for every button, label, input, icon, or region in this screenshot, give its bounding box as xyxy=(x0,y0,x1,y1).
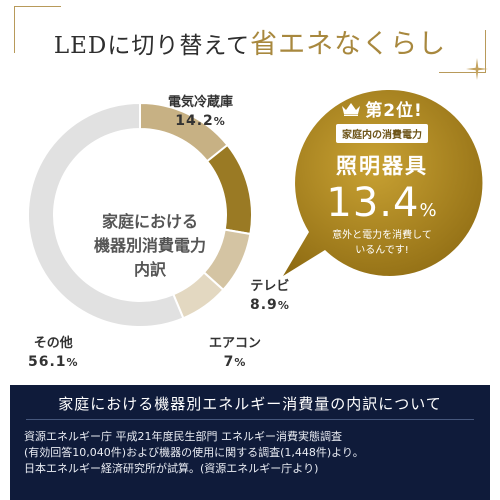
callout-note-line: 意外と電力を消費して xyxy=(332,230,432,241)
callout-value: 13.4% xyxy=(326,180,438,226)
slice-label-value: 56.1% xyxy=(28,354,79,370)
callout-note: 意外と電力を消費して いるんです! xyxy=(302,228,462,258)
frame-corner-top-left xyxy=(14,6,61,53)
center-label-line: 家庭における xyxy=(101,212,198,231)
callout-bubble xyxy=(283,89,483,276)
title-emphasis: 省エネなくらし xyxy=(250,29,447,60)
donut-slice-4 xyxy=(27,101,185,328)
slice-label-refrigerator: 電気冷蔵庫 14.2% xyxy=(168,94,233,131)
donut-chart xyxy=(27,101,253,328)
footer-source-line: (有効回答10,040件)および機器の使用に関する調査(1,448件)より。 xyxy=(24,446,364,459)
slice-label-aircon: エアコン 7% xyxy=(209,335,261,372)
slice-label-name: 電気冷蔵庫 xyxy=(168,95,234,110)
slice-label-value: 14.2% xyxy=(175,113,226,129)
slice-label-tv: テレビ 8.9% xyxy=(250,278,290,315)
callout-note-line: いるんです! xyxy=(355,245,409,256)
title-prefix: LEDに切り替えて xyxy=(53,33,251,59)
footer-source-line: 日本エネルギー経済研究所が試算。(資源エネルギー庁より) xyxy=(24,462,319,475)
callout-rank-text: 第2位! xyxy=(365,101,423,121)
footer-divider xyxy=(26,419,474,420)
sparkle-icon xyxy=(466,58,488,80)
callout-rank: 第2位! xyxy=(302,96,462,121)
callout-shape xyxy=(283,89,483,276)
footer-panel: 家庭における機器別エネルギー消費量の内訳について 資源エネルギー庁 平成21年度… xyxy=(10,385,490,500)
center-label-line: 内訳 xyxy=(133,260,166,279)
callout-category: 照明器具 xyxy=(336,154,428,178)
slice-label-name: エアコン xyxy=(209,336,262,351)
slice-label-value: 7% xyxy=(223,354,247,370)
footer-title: 家庭における機器別エネルギー消費量の内訳について xyxy=(58,395,442,413)
slice-label-name: テレビ xyxy=(250,279,290,294)
callout-subtitle: 家庭内の消費電力 xyxy=(336,124,428,143)
page-title: LEDに切り替えて省エネなくらし xyxy=(0,22,500,61)
footer-source-line: 資源エネルギー庁 平成21年度民生部門 エネルギー消費実態調査 xyxy=(24,430,342,443)
chart-center-label: 家庭における 機器別消費電力 内訳 xyxy=(60,210,240,282)
slice-label-other: その他 56.1% xyxy=(28,335,79,372)
center-label-line: 機器別消費電力 xyxy=(93,236,206,255)
callout-content: 第2位! 家庭内の消費電力 照明器具 13.4% 意外と電力を消費して いるんで… xyxy=(302,96,462,258)
frame-corner-bottom-right xyxy=(439,30,486,73)
slice-label-value: 8.9% xyxy=(250,297,290,313)
header: LEDに切り替えて省エネなくらし xyxy=(0,0,500,80)
footer-source: 資源エネルギー庁 平成21年度民生部門 エネルギー消費実態調査 (有効回答10,… xyxy=(24,429,484,477)
slice-label-name: その他 xyxy=(33,336,73,351)
crown-icon xyxy=(342,102,361,116)
